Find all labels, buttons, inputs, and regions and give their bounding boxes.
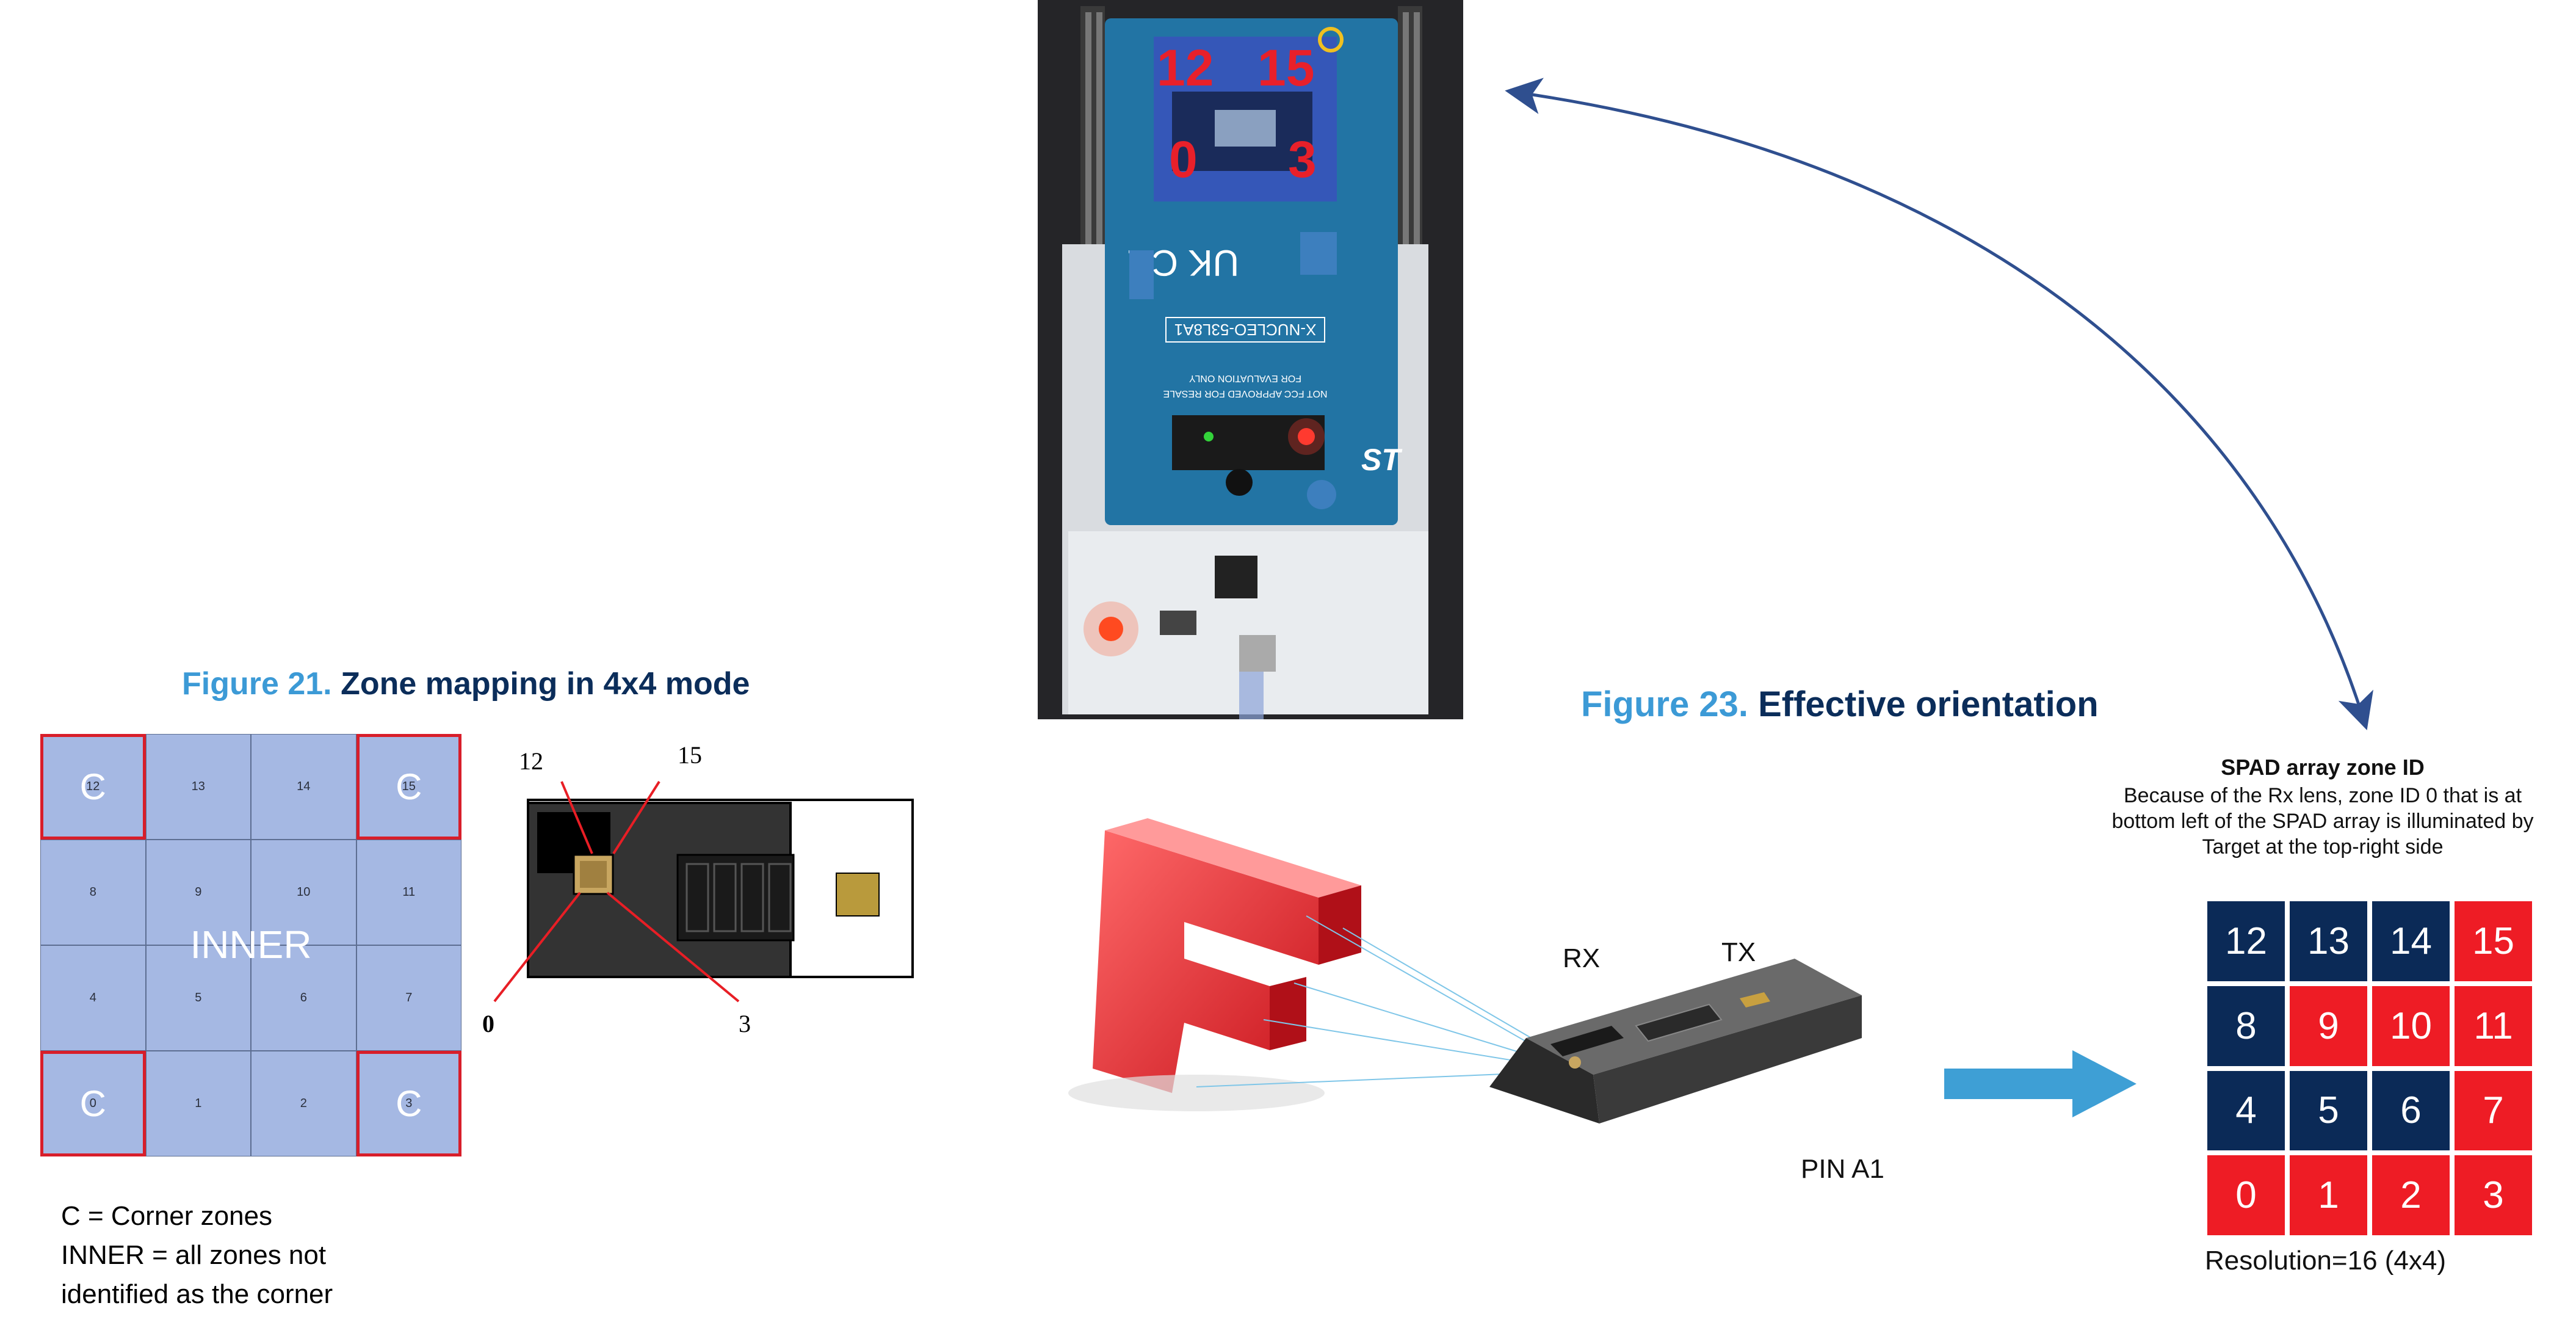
board-label: X-NUCLEO-53L8A1 (1174, 321, 1317, 339)
board-photo: 12 15 0 3 UK CE X-NUCLEO-53L8A1 FOR EVAL… (1038, 0, 1463, 719)
corner-marker: C (79, 1083, 106, 1124)
zone-id: 3 (405, 1097, 413, 1110)
spad-zone-10: 10 (2370, 983, 2452, 1069)
spad-zone-15: 15 (2452, 899, 2534, 984)
corner-marker: C (396, 766, 422, 807)
photo-label-3: 3 (1288, 131, 1317, 188)
spad-zone-6: 6 (2370, 1068, 2452, 1153)
zone-id: 7 (405, 991, 413, 1004)
photo-label-15: 15 (1257, 39, 1314, 96)
spad-zone-14: 14 (2370, 899, 2452, 984)
sensor-3d (1489, 959, 1862, 1124)
led-green-icon (1204, 432, 1214, 441)
figure-23-title: Figure 23. Effective orientation (1581, 684, 2099, 725)
zone-id: 9 (195, 885, 202, 899)
zone-cell-10: 10 (251, 840, 356, 945)
sensor-label-12: 12 (519, 747, 543, 775)
sensor-label-15: 15 (678, 741, 702, 769)
zone-id: 11 (402, 885, 416, 899)
zone-cell-15: 15 C (356, 734, 461, 840)
zone-id: 0 (89, 1097, 96, 1110)
zone-id: 6 (300, 991, 307, 1004)
spad-zone-11: 11 (2452, 983, 2534, 1069)
sensor-top-view: 12 15 0 3 (482, 741, 914, 1037)
spad-zone-1: 1 (2287, 1153, 2370, 1238)
pin1-marker-icon (1318, 27, 1344, 53)
spad-zone-7: 7 (2452, 1068, 2534, 1153)
led-red-icon (1298, 428, 1315, 445)
spad-desc-line-1: Because of the Rx lens, zone ID 0 that i… (2123, 784, 2522, 807)
zone-cell-14: 14 (251, 734, 356, 840)
zone-id: 1 (195, 1097, 202, 1110)
zone-cell-4: 4 (40, 945, 146, 1051)
led-power-icon (1099, 617, 1123, 641)
sensor-label-3: 3 (739, 1010, 751, 1037)
zone-id: 8 (89, 885, 96, 899)
spad-description: Because of the Rx lens, zone ID 0 that i… (2069, 783, 2576, 860)
zone-id: 5 (195, 991, 202, 1004)
zone-cell-11: 11 (356, 840, 461, 945)
spad-zone-2: 2 (2370, 1153, 2452, 1238)
note-line-1: C = Corner zones (61, 1201, 273, 1231)
figure-21-name: Zone mapping in 4x4 mode (341, 666, 750, 702)
zone-cell-5: 5 (145, 945, 251, 1051)
figure-21-title: Figure 21. Zone mapping in 4x4 mode (182, 666, 750, 702)
spad-zone-12: 12 (2205, 899, 2287, 984)
target-letter-f-icon (1068, 818, 1361, 1111)
note-line-3: identified as the corner (61, 1279, 333, 1309)
zone-cell-8: 8 (40, 840, 146, 945)
spad-desc-line-2: bottom left of the SPAD array is illumin… (2111, 810, 2534, 833)
spad-zone-grid: 12 13 14 15 8 9 10 11 4 5 6 7 0 1 2 3 (2205, 899, 2534, 1238)
zone-map-grid: 12 C 13 14 15 C 8 9 10 11 4 5 6 7 0 C 1 2 3 C (40, 734, 461, 1156)
sensor-label-0: 0 (482, 1010, 494, 1037)
figure-21-number: Figure 21. (182, 666, 332, 702)
corner-marker: C (396, 1083, 422, 1124)
right-arrow-icon (1944, 1050, 2136, 1117)
zone-id: 13 (191, 780, 205, 793)
effective-orientation-illustration (1068, 818, 1862, 1124)
corner-marker: C (79, 766, 106, 807)
spad-zone-13: 13 (2287, 899, 2370, 984)
zone-id: 10 (297, 885, 311, 899)
zone-id: 12 (86, 780, 100, 793)
st-logo: ST (1361, 443, 1403, 477)
tx-label: TX (1721, 937, 1756, 967)
rx-label: RX (1563, 943, 1601, 973)
zone-cell-13: 13 (145, 734, 251, 840)
fcc-line-2: NOT FCC APPROVED FOR RESALE (1163, 388, 1327, 399)
zone-cell-1: 1 (145, 1051, 251, 1156)
spad-desc-line-3: Target at the top-right side (2202, 835, 2444, 859)
zone-cell-7: 7 (356, 945, 461, 1051)
zone-cell-2: 2 (251, 1051, 356, 1156)
zone-cell-12: 12 C (40, 734, 146, 840)
zone-id: 15 (402, 780, 416, 793)
pin-a1-label: PIN A1 (1801, 1154, 1884, 1184)
spad-title: SPAD array zone ID (2221, 755, 2425, 780)
note-line-2: INNER = all zones not (61, 1240, 327, 1270)
zone-cell-6: 6 (251, 945, 356, 1051)
zone-id: 14 (297, 780, 311, 793)
spad-zone-5: 5 (2287, 1068, 2370, 1153)
spad-zone-0: 0 (2205, 1153, 2287, 1238)
resolution-label: Resolution=16 (4x4) (2205, 1246, 2447, 1276)
zone-id: 4 (89, 991, 96, 1004)
tx-aperture (836, 873, 880, 917)
fcc-line-1: FOR EVALUATION ONLY (1189, 373, 1301, 383)
figure-23-number: Figure 23. (1581, 684, 1748, 724)
zone-id: 2 (300, 1097, 307, 1110)
spad-zone-4: 4 (2205, 1068, 2287, 1153)
photo-label-0: 0 (1169, 131, 1198, 188)
zone-cell-9: 9 (145, 840, 251, 945)
legend-notes: C = Corner zones INNER = all zones not i… (61, 1197, 333, 1314)
spad-zone-3: 3 (2452, 1153, 2534, 1238)
figure-23-name: Effective orientation (1758, 684, 2099, 724)
spad-zone-9: 9 (2287, 983, 2370, 1069)
photo-label-12: 12 (1157, 39, 1214, 96)
spad-zone-8: 8 (2205, 983, 2287, 1069)
